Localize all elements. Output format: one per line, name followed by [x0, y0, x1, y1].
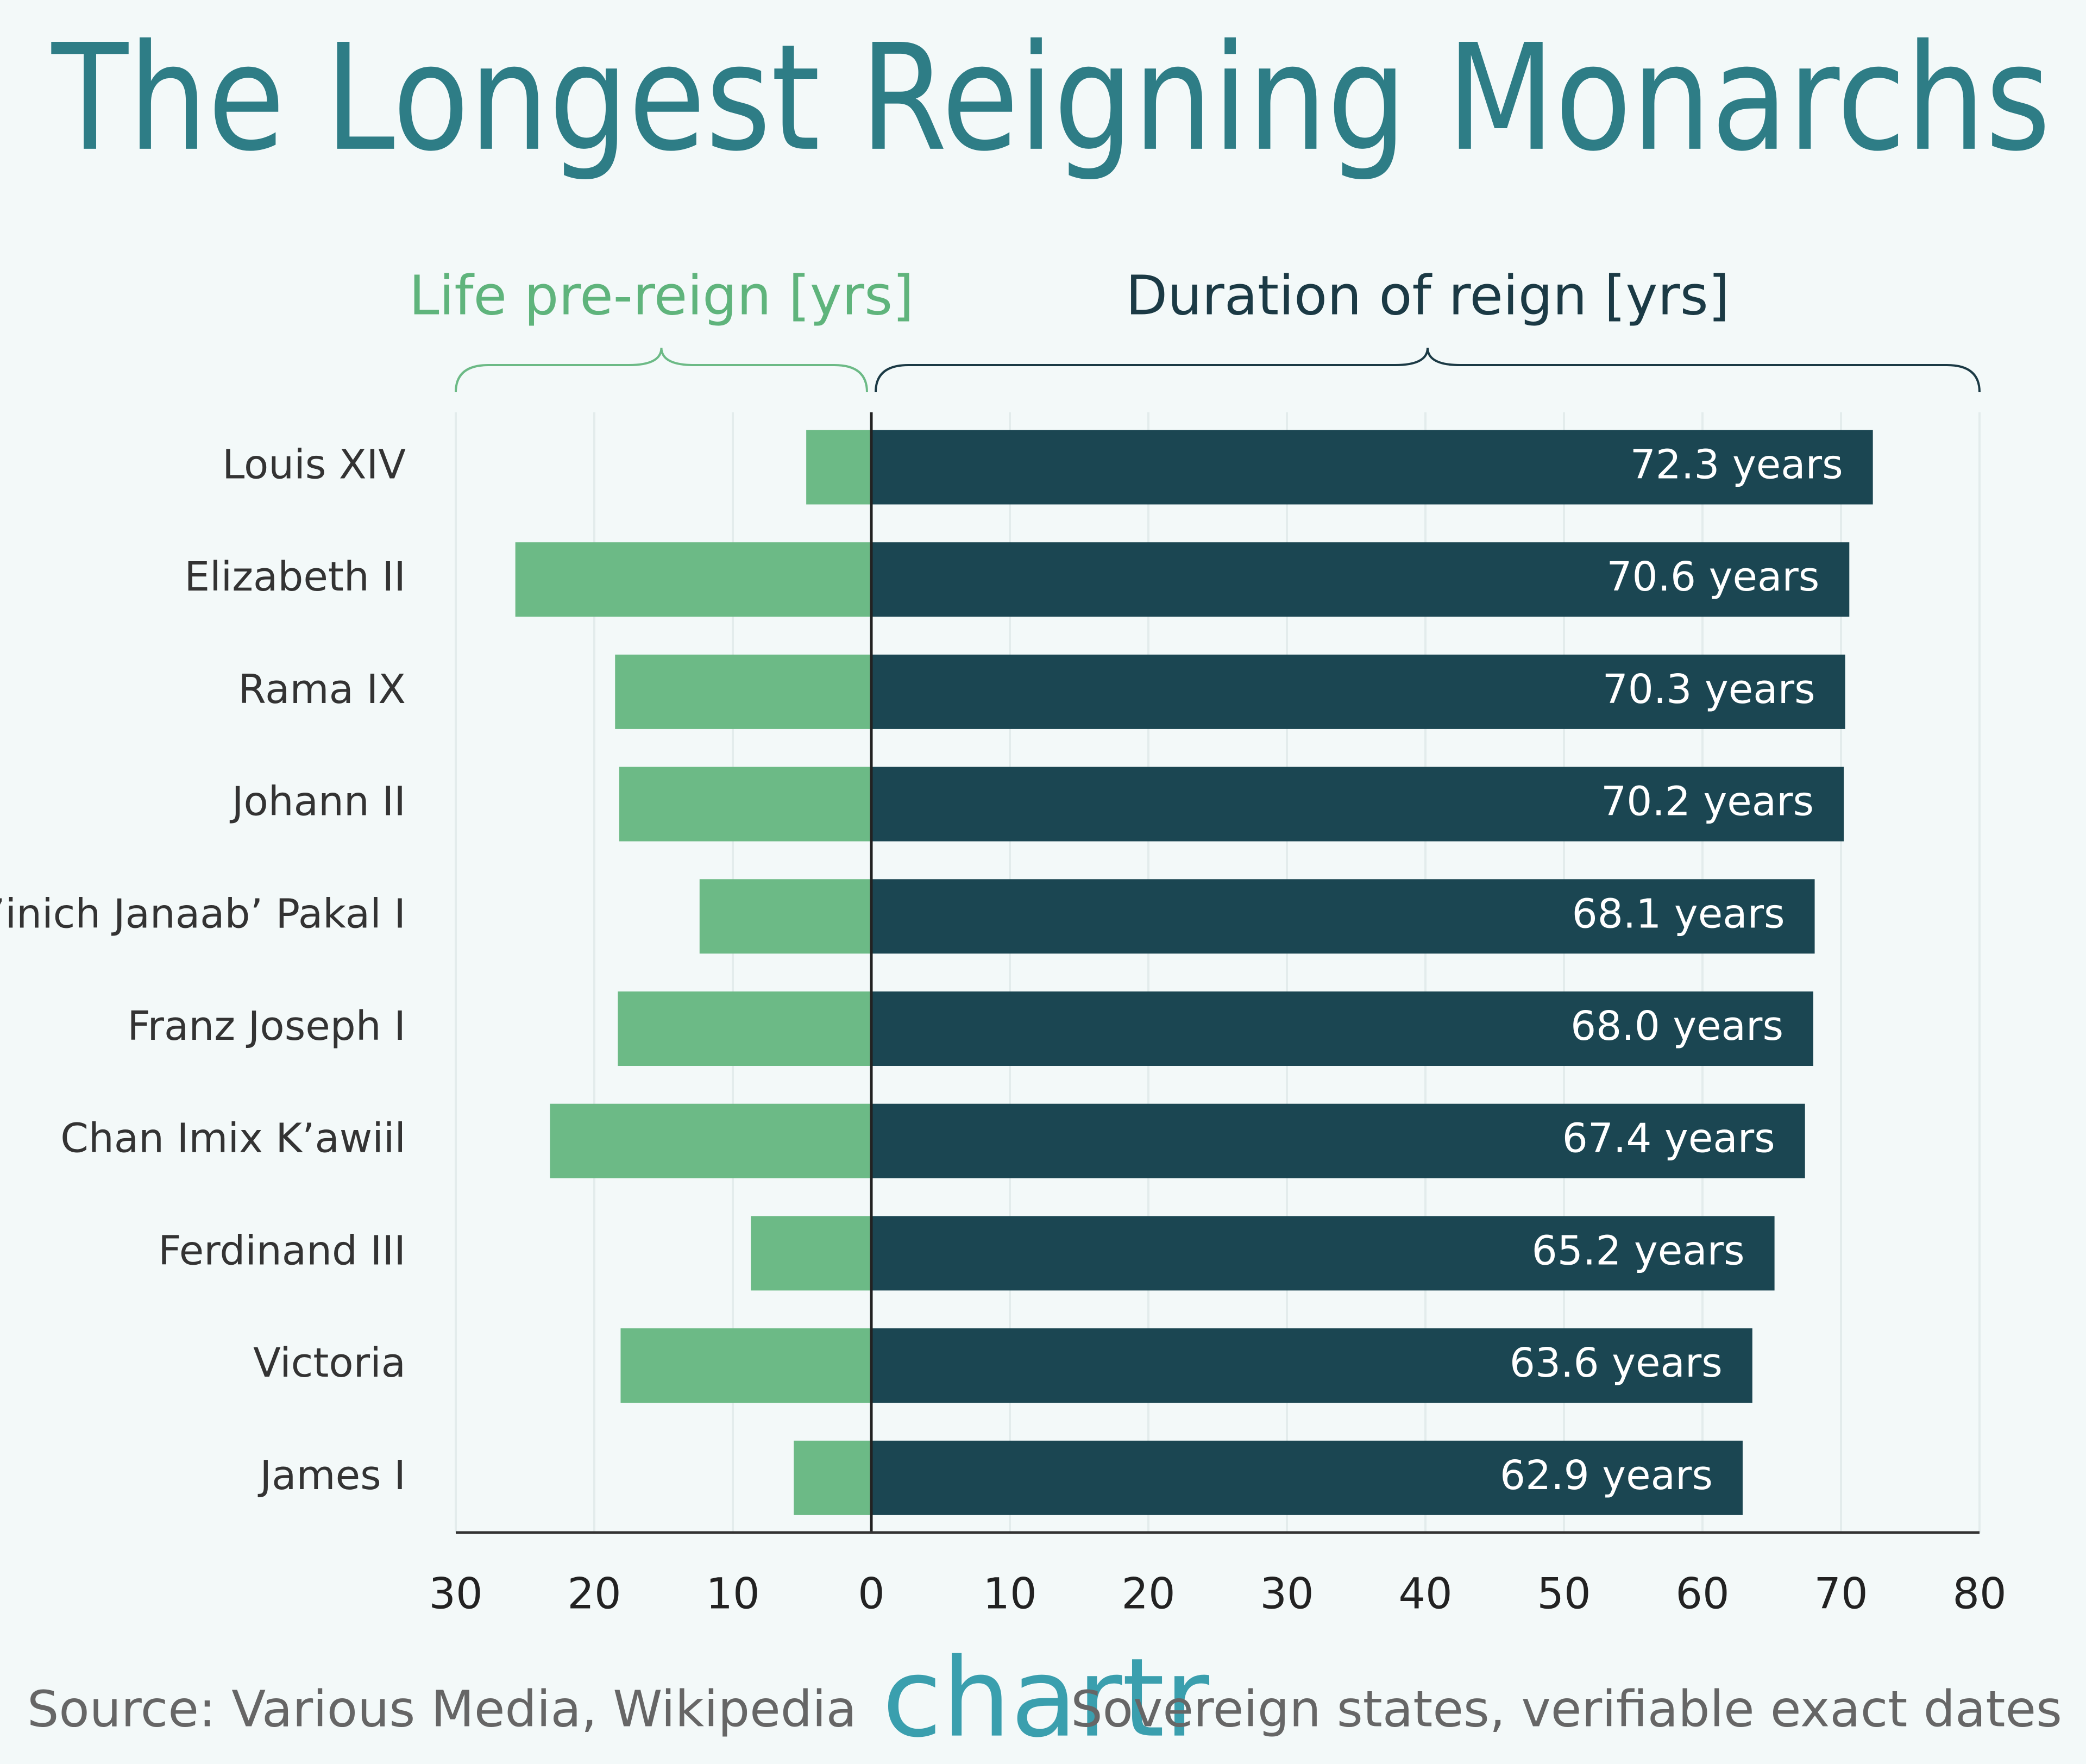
- x-tick-label: 0: [858, 1570, 885, 1618]
- value-label: 72.3 years: [1630, 442, 1843, 488]
- x-tick-label: 30: [429, 1570, 482, 1618]
- category-label: Johann II: [230, 779, 406, 825]
- category-label: Rama IX: [238, 666, 406, 713]
- category-label: Ferdinand III: [158, 1227, 406, 1274]
- value-label: 70.3 years: [1603, 666, 1815, 713]
- bar: [871, 991, 1813, 1066]
- bar: [871, 1103, 1805, 1178]
- x-tick-label: 20: [567, 1570, 621, 1618]
- bar: [871, 1328, 1752, 1403]
- x-tick-label: 40: [1398, 1570, 1452, 1618]
- bar: [871, 879, 1815, 954]
- bar: [871, 542, 1850, 617]
- x-tick-label: 10: [706, 1570, 759, 1618]
- x-tick-label: 10: [983, 1570, 1036, 1618]
- bar: [871, 654, 1845, 729]
- value-label: 63.6 years: [1510, 1340, 1723, 1386]
- value-label: 70.2 years: [1601, 779, 1814, 825]
- bar: [619, 767, 871, 842]
- x-tick-label: 20: [1121, 1570, 1175, 1618]
- bar: [871, 767, 1844, 842]
- bar: [871, 1216, 1775, 1291]
- category-label: Elizabeth II: [184, 554, 406, 600]
- category-label: James I: [257, 1452, 406, 1499]
- bar: [751, 1216, 871, 1291]
- category-label: Victoria: [253, 1340, 406, 1386]
- value-label: 62.9 years: [1500, 1452, 1713, 1499]
- x-tick-label: 60: [1675, 1570, 1729, 1618]
- bar: [620, 1328, 871, 1403]
- x-tick-label: 50: [1537, 1570, 1591, 1618]
- x-tick-label: 30: [1260, 1570, 1314, 1618]
- series-header: Life pre-reign [yrs]: [409, 263, 914, 327]
- source: Source: Various Media, Wikipedia: [27, 1680, 857, 1738]
- value-label: 70.6 years: [1606, 554, 1819, 600]
- bar: [515, 542, 871, 617]
- bar: [618, 991, 871, 1066]
- bar: [699, 879, 871, 954]
- bar: [615, 654, 871, 729]
- category-label: K’inich Janaab’ Pakal I: [0, 890, 406, 937]
- bar: [794, 1440, 871, 1515]
- logo: chartr: [882, 1635, 1210, 1762]
- series-header: Duration of reign [yrs]: [1126, 263, 1730, 327]
- bar: [550, 1103, 871, 1178]
- category-label: Franz Joseph I: [127, 1003, 406, 1050]
- bar: [871, 1440, 1743, 1515]
- bar: [806, 430, 871, 505]
- bar: [871, 430, 1873, 505]
- x-tick-label: 70: [1814, 1570, 1868, 1618]
- category-label: Chan Imix K’awiil: [60, 1115, 406, 1162]
- category-label: Louis XIV: [222, 442, 406, 488]
- value-label: 68.0 years: [1570, 1003, 1783, 1050]
- x-tick-label: 80: [1952, 1570, 2006, 1618]
- brace: [875, 347, 1981, 393]
- chart-title: The Longest Reigning Monarchs: [49, 12, 2051, 184]
- value-label: 67.4 years: [1562, 1115, 1775, 1162]
- value-label: 68.1 years: [1572, 890, 1785, 937]
- note: Sovereign states, verifiable exact dates: [1071, 1680, 2062, 1738]
- value-label: 65.2 years: [1532, 1227, 1745, 1274]
- brace: [455, 347, 868, 393]
